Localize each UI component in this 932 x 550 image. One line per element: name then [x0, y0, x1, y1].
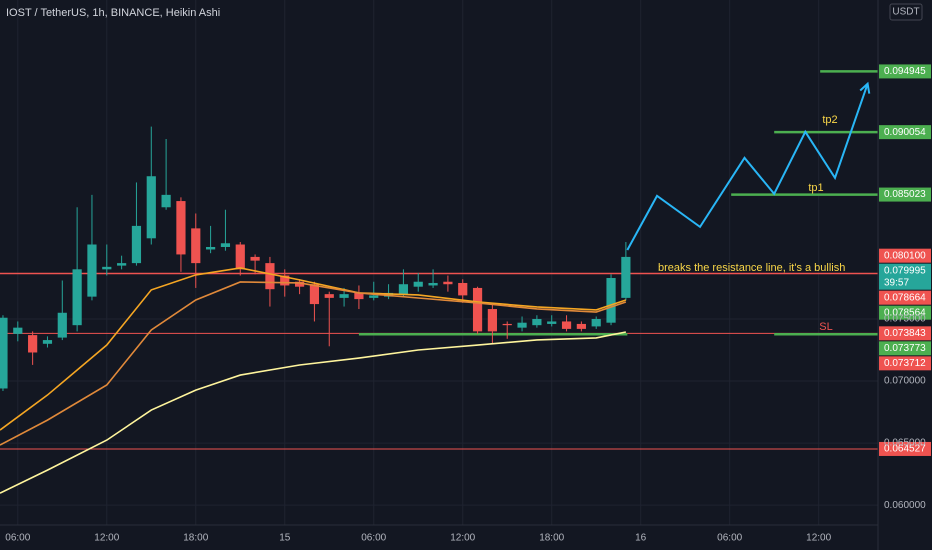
grid — [0, 0, 878, 525]
price-tag-label: 0.078664 — [884, 292, 926, 303]
x-tick-label: 06:00 — [5, 533, 30, 544]
candle-body — [591, 318, 601, 327]
candle-body — [369, 295, 379, 298]
countdown: 39:57 — [884, 277, 909, 288]
plot — [0, 70, 878, 494]
candle-body — [309, 284, 320, 305]
candle-body — [517, 322, 527, 328]
moving-average — [0, 281, 627, 446]
candle-body — [191, 228, 201, 264]
price-tag — [879, 248, 931, 263]
candle-body — [621, 256, 631, 298]
candle-body — [458, 282, 468, 296]
candle-body — [502, 323, 512, 326]
x-tick-label: 12:00 — [450, 533, 475, 544]
price-tag — [879, 187, 931, 202]
candle-body — [354, 292, 364, 300]
candle-body — [13, 327, 23, 334]
price-tag-label: 0.073843 — [884, 328, 926, 339]
candle-body — [72, 269, 82, 326]
price-tag-label: 0.085023 — [884, 189, 926, 200]
price-tag — [879, 441, 931, 456]
y-tick-label: 0.075000 — [884, 314, 926, 325]
moving-average — [0, 331, 627, 494]
price-tag — [879, 305, 931, 320]
candle-body — [472, 287, 483, 332]
x-tick-label: 06:00 — [361, 533, 386, 544]
price-tag-label: 0.073712 — [884, 358, 926, 369]
price-tag — [879, 341, 931, 356]
x-tick-label: 12:00 — [806, 533, 831, 544]
x-tick-label: 16 — [635, 533, 647, 544]
x-tick-label: 18:00 — [539, 533, 564, 544]
annotation: tp2 — [822, 114, 837, 126]
price-tag-label: 0.080100 — [884, 250, 926, 261]
candle-body — [532, 318, 542, 326]
candle-body — [428, 282, 438, 286]
chart-title: IOST / TetherUS, 1h, BINANCE, Heikin Ash… — [6, 7, 220, 19]
candle-body — [235, 244, 245, 270]
currency: USDT — [892, 7, 919, 18]
annotation: SL — [819, 321, 832, 333]
price-tags: 0.094945 0.090054 0.085023 0.080100 0.079995… — [879, 64, 931, 456]
candle-body — [57, 312, 67, 338]
price-tag — [879, 326, 931, 341]
x-tick-label: 12:00 — [94, 533, 119, 544]
candle-body — [87, 244, 97, 297]
candle-body — [398, 284, 409, 295]
price-tag-label: 0.079995 — [884, 265, 926, 276]
price-tag-label: 0.078564 — [884, 307, 926, 318]
candle-body — [117, 263, 127, 266]
candle-body — [339, 294, 349, 298]
candle-body — [561, 321, 572, 329]
y-tick-label: 0.060000 — [884, 500, 926, 511]
candle-body — [443, 281, 453, 285]
candle-body — [487, 309, 497, 332]
y-tick-label: 0.070000 — [884, 376, 926, 387]
annotation: breaks the resistance line, it's a bulli… — [658, 262, 845, 274]
candle-body — [102, 266, 112, 270]
price-tag — [879, 64, 931, 79]
candle-body — [206, 246, 216, 250]
y-tick-label: 0.065000 — [884, 438, 926, 449]
candle-body — [324, 294, 334, 298]
candle-body — [42, 340, 53, 344]
candle-body — [28, 335, 38, 353]
price-tag — [879, 263, 931, 290]
price-tag-label: 0.094945 — [884, 66, 926, 77]
candle-body — [294, 281, 305, 287]
price-tag — [879, 125, 931, 140]
arrow-head — [859, 81, 871, 94]
price-tag-label: 0.073773 — [884, 343, 926, 354]
currency-box[interactable] — [889, 3, 923, 21]
x-tick-label: 18:00 — [183, 533, 208, 544]
candle-body — [576, 323, 586, 329]
candle-body — [131, 225, 142, 264]
annotation: tp1 — [808, 182, 823, 194]
candle-body — [0, 317, 8, 389]
x-tick-label: 15 — [279, 533, 291, 544]
candle-body — [146, 176, 156, 239]
price-tag-label: 0.090054 — [884, 127, 926, 138]
price-tag — [879, 290, 931, 305]
candle-body — [176, 201, 186, 255]
projection-line — [626, 83, 869, 251]
candle-body — [220, 243, 231, 247]
candle-body — [265, 263, 275, 290]
moving-average — [0, 267, 627, 431]
price-tag — [879, 356, 931, 371]
candle-body — [606, 278, 616, 323]
candle-body — [280, 275, 290, 286]
price-tag-label: 0.064527 — [884, 444, 926, 455]
candle-body — [161, 194, 171, 208]
x-tick-label: 06:00 — [717, 533, 742, 544]
candle-body — [547, 321, 557, 324]
candle-body — [250, 256, 260, 261]
candle-body — [413, 281, 423, 287]
